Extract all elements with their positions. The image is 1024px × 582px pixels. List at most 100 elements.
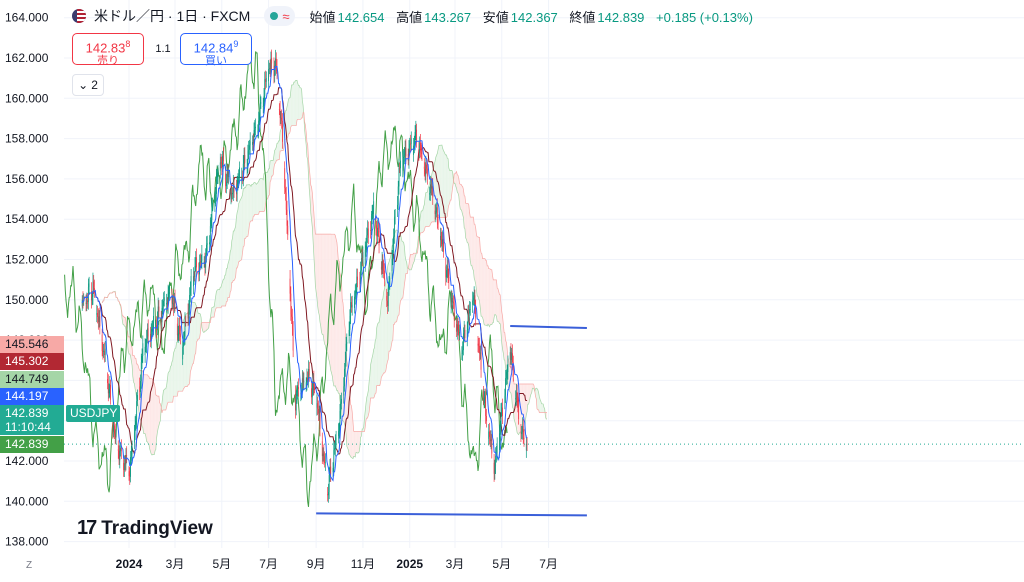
candle <box>121 439 122 459</box>
candle <box>109 376 110 398</box>
symbol-title[interactable]: 米ドル／円 · 1日 · FXCM <box>94 6 250 26</box>
zoom-button[interactable]: Z <box>20 556 38 574</box>
candle <box>388 282 389 312</box>
price-tag: 145.302 <box>0 353 64 370</box>
cloud-segment <box>278 141 279 160</box>
candle <box>142 349 143 369</box>
candle <box>97 306 98 324</box>
candle <box>435 204 436 223</box>
cloud-segment <box>466 203 467 242</box>
candle <box>217 169 218 184</box>
cloud-segment <box>356 431 357 452</box>
us-flag-icon <box>72 9 86 23</box>
tradingview-logo[interactable]: 17 TradingView <box>77 517 213 540</box>
cloud-segment <box>223 279 224 306</box>
candle <box>431 177 432 196</box>
buy-label: 買い <box>181 55 251 67</box>
cloud-segment <box>258 181 259 214</box>
cloud-segment <box>450 170 451 203</box>
candle <box>343 377 344 403</box>
candle <box>515 390 516 406</box>
candle <box>429 187 430 201</box>
cloud-segment <box>153 380 154 454</box>
buy-button[interactable]: 142.849 買い <box>180 33 252 65</box>
cloud-segment <box>461 184 462 211</box>
candle <box>384 263 385 286</box>
cloud-segment <box>342 299 343 421</box>
cloud-segment <box>440 145 441 217</box>
cloud-segment <box>193 302 194 364</box>
cloud-segment <box>198 313 199 339</box>
cloud-segment <box>227 264 228 301</box>
candle <box>339 423 340 439</box>
cloud-segment <box>504 333 505 361</box>
candle <box>109 384 110 399</box>
x-tick-label: 11月 <box>351 557 375 571</box>
cloud-segment <box>164 390 165 410</box>
cloud-segment <box>221 284 222 308</box>
cloud-segment <box>220 287 221 308</box>
candle <box>478 336 479 352</box>
cloud-segment <box>191 302 192 369</box>
candle <box>89 277 90 293</box>
cloud-segment <box>343 303 344 422</box>
cloud-segment <box>493 280 494 323</box>
cloud-segment <box>254 182 255 216</box>
price-axis[interactable]: 164.000162.000160.000158.000156.000154.0… <box>5 11 49 549</box>
candle <box>442 232 443 251</box>
cloud-segment <box>477 237 478 297</box>
cloud-segment <box>129 337 130 354</box>
tradingview-logo-icon: 17 <box>77 517 95 540</box>
candle <box>440 228 441 248</box>
cloud-segment <box>170 366 171 403</box>
candle <box>271 50 272 72</box>
cloud-segment <box>383 293 384 375</box>
candle <box>330 459 331 482</box>
price-tag-label: 144.197 <box>5 389 49 403</box>
cloud-segment <box>225 275 226 306</box>
cloud-segment <box>546 412 547 419</box>
candle <box>345 352 346 377</box>
candle <box>478 338 479 353</box>
candle <box>376 217 377 235</box>
candle <box>124 456 125 478</box>
cloud-segment <box>176 342 177 396</box>
cloud-segment <box>154 382 155 454</box>
cloud-segment <box>486 260 487 325</box>
candle <box>464 321 465 341</box>
indicators-toggle-button[interactable]: ⌄ 2 <box>72 74 104 96</box>
cloud-segment <box>255 182 256 214</box>
cloud-segment <box>391 252 392 350</box>
cloud-segment <box>375 338 376 393</box>
candle <box>164 291 165 306</box>
candle <box>484 391 485 403</box>
candle <box>373 193 374 219</box>
candle <box>402 151 403 178</box>
cloud-segment <box>242 195 243 260</box>
market-status[interactable]: ≈ <box>264 6 295 26</box>
cloud-segment <box>324 234 325 344</box>
candle <box>522 417 523 439</box>
cloud-segment <box>494 280 495 318</box>
candle <box>491 430 492 449</box>
cloud-segment <box>223 279 224 306</box>
candle <box>295 385 296 418</box>
cloud-segment <box>341 276 342 409</box>
candle <box>172 296 173 309</box>
candle <box>370 221 371 238</box>
cloud-segment <box>235 227 236 280</box>
candle <box>254 120 255 137</box>
candle <box>516 384 517 406</box>
cloud-segment <box>449 168 450 205</box>
candle <box>523 419 524 444</box>
sell-button[interactable]: 142.838 売り <box>72 33 144 65</box>
cloud-segment <box>252 184 253 221</box>
cloud-segment <box>399 233 400 315</box>
candle <box>285 179 286 200</box>
price-tag-label: 142.839 <box>5 437 49 451</box>
candle <box>513 356 514 382</box>
